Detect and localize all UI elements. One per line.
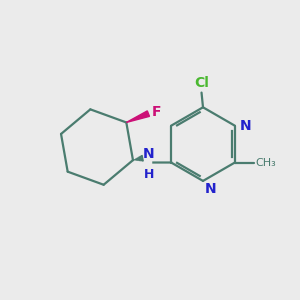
Text: Cl: Cl: [194, 76, 209, 90]
Text: N: N: [205, 182, 216, 197]
Text: N: N: [240, 119, 252, 133]
Polygon shape: [126, 111, 149, 122]
Text: H: H: [144, 168, 154, 182]
Text: F: F: [152, 105, 161, 119]
Text: CH₃: CH₃: [256, 158, 276, 167]
Text: N: N: [143, 147, 155, 161]
